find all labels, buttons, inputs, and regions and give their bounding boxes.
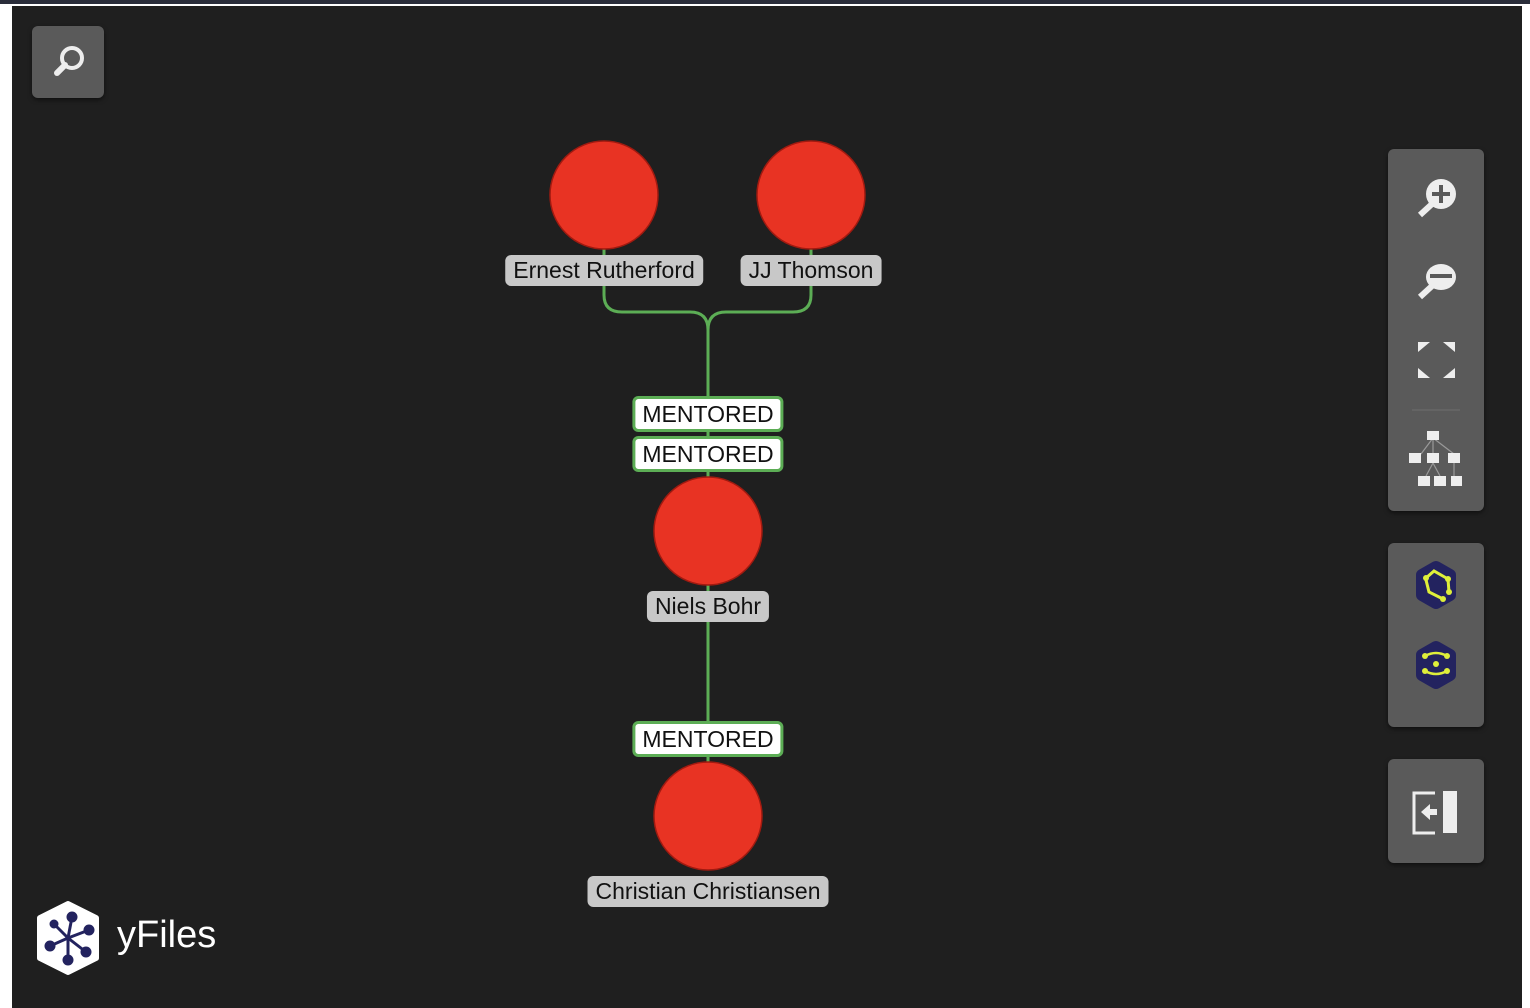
organic-layout-icon[interactable] <box>1416 561 1456 609</box>
node-thomson[interactable] <box>756 140 866 250</box>
yfiles-logo <box>37 901 99 975</box>
edge-label: MENTORED <box>632 436 784 472</box>
node-label: Niels Bohr <box>646 591 770 622</box>
node-rutherford[interactable] <box>549 140 659 250</box>
search-button[interactable] <box>32 26 104 98</box>
edge-thomson-bohr[interactable] <box>706 249 813 331</box>
logo-text: yFiles <box>117 914 217 956</box>
edge-label: MENTORED <box>632 396 784 432</box>
layout-toolbar <box>1388 543 1484 727</box>
edge-label: MENTORED <box>632 721 784 757</box>
zoom-in-icon[interactable] <box>1417 179 1456 218</box>
fit-content-icon[interactable] <box>1418 342 1455 378</box>
search-icon <box>54 46 84 76</box>
node-label: JJ Thomson <box>740 255 882 286</box>
collapse-panel-icon <box>1412 791 1457 835</box>
node-bohr[interactable] <box>653 476 763 586</box>
node-christiansen[interactable] <box>653 761 763 871</box>
node-label: Christian Christiansen <box>587 876 829 907</box>
collapse-panel-button[interactable] <box>1388 759 1484 863</box>
edge-rutherford-bohr[interactable] <box>602 249 710 477</box>
top-bar <box>0 0 1530 4</box>
radial-layout-icon[interactable] <box>1416 641 1456 689</box>
node-label: Ernest Rutherford <box>505 255 703 286</box>
zoom-out-icon[interactable] <box>1417 264 1456 300</box>
hierarchic-layout-icon[interactable] <box>1409 431 1462 486</box>
zoom-toolbar <box>1388 149 1484 511</box>
